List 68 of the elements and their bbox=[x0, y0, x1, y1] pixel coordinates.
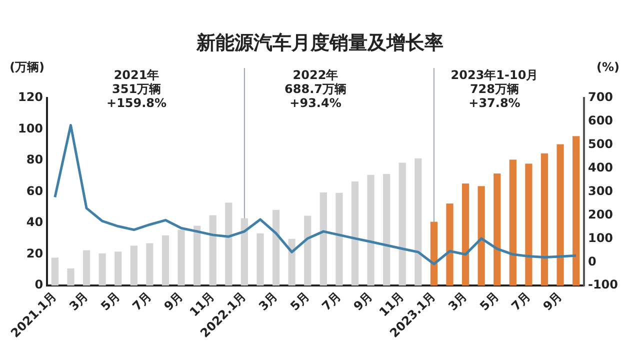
bar bbox=[398, 162, 406, 286]
bar bbox=[414, 158, 422, 286]
x-tick-label: 9月 bbox=[161, 289, 186, 314]
y2-tick-label: 700 bbox=[588, 90, 614, 104]
bar bbox=[288, 238, 296, 286]
annotation: 2021年 351万辆 +159.8% bbox=[106, 68, 167, 110]
bar bbox=[320, 192, 327, 286]
bar bbox=[225, 202, 232, 286]
x-tick-label: 7月 bbox=[508, 289, 534, 314]
x-tick-label: 3月 bbox=[66, 289, 91, 314]
annotation: 2022年 688.7万辆 +93.4% bbox=[284, 68, 346, 110]
y2-tick-label: 400 bbox=[588, 160, 614, 174]
bar bbox=[351, 181, 359, 286]
bar bbox=[256, 233, 264, 286]
bar bbox=[67, 268, 74, 286]
bar bbox=[367, 174, 374, 286]
bar bbox=[98, 253, 106, 286]
y-tick-label: 40 bbox=[26, 215, 44, 230]
bar bbox=[178, 230, 185, 286]
y-tick-label: 60 bbox=[26, 184, 44, 198]
bar bbox=[430, 222, 438, 286]
y2-tick-label: 200 bbox=[588, 207, 614, 222]
y2-tick-label: 300 bbox=[588, 184, 614, 198]
bar bbox=[114, 252, 122, 286]
y2-tick-label: -100 bbox=[588, 278, 618, 292]
annotation: 2023年1-10月 728万辆 +37.8% bbox=[450, 68, 538, 110]
bar bbox=[446, 204, 454, 286]
bar bbox=[572, 136, 580, 286]
y2-tick-label: 0 bbox=[588, 254, 596, 268]
bar bbox=[82, 250, 90, 286]
x-tick-label: 5月 bbox=[477, 289, 502, 314]
y-tick-label: 120 bbox=[18, 90, 44, 104]
bar bbox=[494, 174, 501, 286]
y-tick-label: 80 bbox=[26, 152, 44, 167]
y2-tick-label: 500 bbox=[588, 137, 614, 152]
bar bbox=[509, 160, 516, 286]
chart-title: 新能源汽车月度销量及增长率 bbox=[196, 32, 444, 54]
bar bbox=[336, 192, 343, 286]
y2-tick-label: 600 bbox=[588, 114, 614, 128]
bar bbox=[383, 174, 390, 286]
y-tick-label: 100 bbox=[18, 121, 44, 136]
bar bbox=[194, 226, 201, 286]
x-tick-label: 9月 bbox=[350, 289, 376, 314]
bar bbox=[162, 235, 170, 286]
bar bbox=[272, 210, 280, 286]
x-tick-label: 5月 bbox=[288, 289, 312, 314]
bar bbox=[304, 216, 312, 286]
x-tick-label: 3月 bbox=[256, 289, 280, 314]
bar bbox=[478, 186, 485, 286]
y-tick-label: 20 bbox=[26, 246, 44, 260]
x-tick-label: 9月 bbox=[540, 289, 565, 314]
bar bbox=[130, 246, 138, 286]
bar bbox=[146, 243, 154, 286]
x-tick-label: 3月 bbox=[446, 289, 470, 314]
x-tick-label: 7月 bbox=[319, 289, 344, 314]
x-tick-label: 5月 bbox=[98, 289, 122, 314]
bar bbox=[540, 153, 548, 286]
bar bbox=[462, 184, 470, 286]
bar bbox=[525, 164, 532, 286]
y2-axis-title: (%) bbox=[596, 60, 620, 74]
bar bbox=[240, 218, 248, 286]
y2-tick-label: 100 bbox=[588, 230, 614, 245]
bar bbox=[51, 258, 58, 286]
x-tick-label: 7月 bbox=[130, 289, 154, 314]
bar bbox=[209, 215, 216, 286]
y-axis-title: (万辆) bbox=[10, 60, 45, 74]
y-tick-label: 0 bbox=[34, 278, 44, 292]
bar bbox=[556, 144, 564, 286]
